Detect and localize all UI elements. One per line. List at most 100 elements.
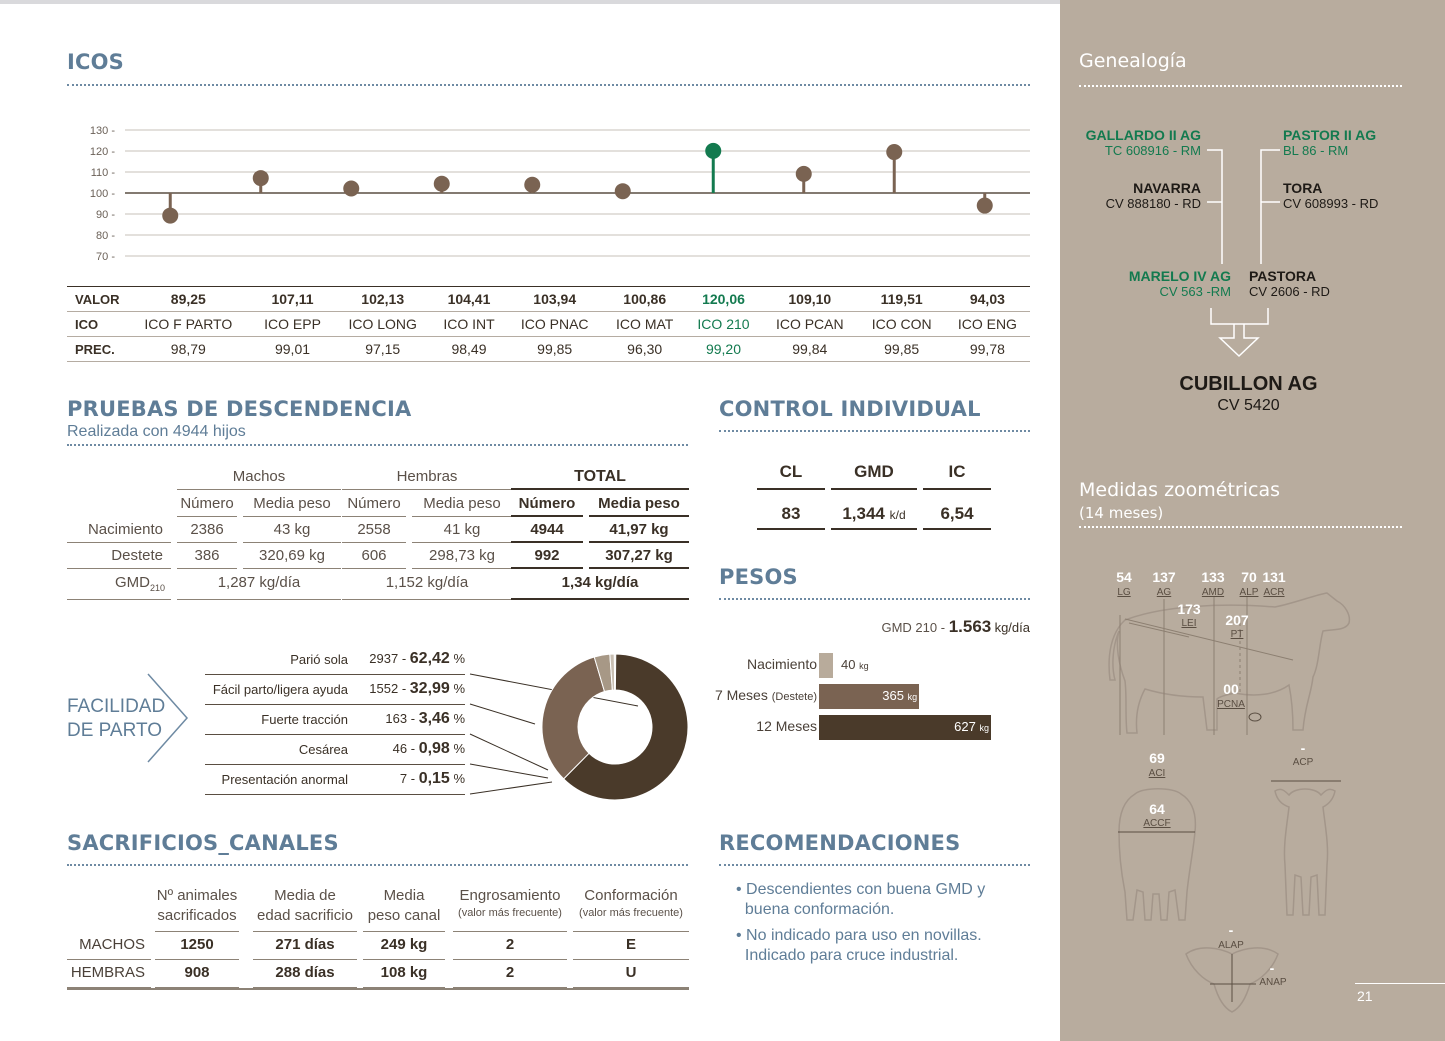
- sacrificios-cell: 108 kg: [363, 964, 445, 988]
- divider: [205, 674, 465, 675]
- pesos-bar-label: 12 Meses: [756, 718, 817, 734]
- row-label-valor: VALOR: [67, 286, 125, 312]
- pesos-bar: [819, 715, 991, 740]
- cell: 320,69 kg: [243, 547, 341, 569]
- sacrificios-cell: 2: [453, 936, 567, 960]
- medidas-subtitle: (14 meses): [1079, 504, 1164, 522]
- sacrificios-row-label: MACHOS: [67, 936, 151, 960]
- measure-value: 207: [1225, 612, 1249, 628]
- animal-name: CUBILLON AG: [1179, 373, 1318, 395]
- pesos-bar-label: 7 Meses (Destete): [714, 687, 817, 703]
- valor-cell: 89,25: [125, 286, 252, 312]
- facilidad-list: Parió sola 2937 - 62,42 % Fácil parto/lige…: [205, 646, 470, 801]
- pesos-bar-value: 40 kg: [841, 657, 869, 672]
- y-tick-label: 90 -: [96, 209, 115, 221]
- measure-key: LG: [1117, 587, 1131, 598]
- lollipop-point: [343, 180, 360, 197]
- sacrificios-cell: U: [573, 964, 689, 988]
- facilidad-label: Presentación anormal: [221, 772, 348, 787]
- page-number: 21: [1357, 988, 1373, 1004]
- pesos-bar: [819, 684, 920, 709]
- valor-cell: 100,86: [603, 286, 686, 312]
- measure-key: PT: [1230, 629, 1244, 640]
- ico-name-cell: ICO PCAN: [761, 311, 859, 337]
- group-hembras: Hembras: [342, 468, 512, 490]
- sire: MARELO IV AG CV 563 -RM: [1128, 268, 1231, 299]
- gmd-total: 1,34 kg/día: [511, 574, 689, 600]
- measure-value: 173: [1177, 601, 1201, 617]
- valor-cell: 109,10: [761, 286, 859, 312]
- cell: 298,73 kg: [412, 547, 512, 569]
- sacrificios-cell: 2: [453, 964, 567, 988]
- sacrificios-table: Nº animales sacrificados Media de edad sacr…: [67, 884, 689, 992]
- bull-front-illustration: [1118, 788, 1197, 921]
- leader-line: [469, 733, 549, 771]
- prec-cell: 97,15: [333, 336, 433, 362]
- valor-cell: 119,51: [858, 286, 945, 312]
- divider: [205, 734, 465, 735]
- sub-peso-hembras: Media peso: [412, 495, 512, 517]
- pesos-bar: [819, 653, 833, 678]
- cell: 606: [342, 547, 406, 569]
- valor-cell: 104,41: [432, 286, 506, 312]
- ico-name-cell: ICO 210: [685, 311, 762, 337]
- measure-value: 54: [1116, 569, 1132, 585]
- facilidad-title-line1: FACILIDAD: [67, 696, 166, 717]
- facilidad-label: Cesárea: [298, 742, 348, 757]
- sacrificios-cell: E: [573, 936, 689, 960]
- icos-divider: [67, 84, 1030, 86]
- measure-value: -: [1269, 960, 1275, 976]
- sacrificios-title: SACRIFICIOS_CANALES: [67, 831, 339, 855]
- sacrificios-row-label: HEMBRAS: [67, 964, 151, 988]
- facilidad-value: 2937 - 62,42 %: [369, 650, 465, 667]
- y-tick-label: 110 -: [91, 167, 116, 179]
- list-item: • No indicado para uso en novillas. Indi…: [736, 927, 982, 964]
- measure-value: 133: [1201, 569, 1225, 585]
- pruebas-table: Machos Hembras TOTAL Número Media peso N…: [67, 466, 689, 606]
- measure-value: 64: [1149, 801, 1165, 817]
- ico-name-cell: ICO ENG: [944, 311, 1030, 337]
- sub-numero-hembras: Número: [342, 495, 406, 517]
- gmd-machos: 1,287 kg/día: [177, 574, 341, 600]
- gf1: NAVARRA CV 888180 - RD: [1105, 180, 1201, 211]
- pesos-title: PESOS: [719, 565, 798, 589]
- genealogia-divider: [1079, 85, 1402, 87]
- icos-title: ICOS: [67, 50, 125, 74]
- lollipop-point: [162, 207, 179, 224]
- measure-key: ACP: [1292, 757, 1314, 768]
- pesos-divider: [719, 598, 1030, 600]
- prec-cell: 99,84: [761, 336, 859, 362]
- control-header-ic: IC: [923, 462, 991, 490]
- valor-cell: 107,11: [251, 286, 334, 312]
- pesos-chart: Nacimiento 40 kg 7 Meses (Destete) 365 kg 12…: [700, 650, 1030, 750]
- ggf2: PASTOR II AG BL 86 - RM: [1283, 127, 1377, 158]
- pesos-bar-label: Nacimiento: [746, 656, 817, 672]
- measure-key: AMD: [1201, 587, 1225, 598]
- facilidad-label: Fuerte tracción: [261, 712, 348, 727]
- prec-cell: 99,20: [685, 336, 762, 362]
- gf2: TORA CV 608993 - RD: [1283, 180, 1379, 211]
- control-title: CONTROL INDIVIDUAL: [719, 397, 981, 421]
- lollipop-point: [614, 183, 631, 200]
- cell: 2386: [177, 521, 237, 543]
- sacrificios-header: Nº animales sacrificados: [155, 886, 239, 932]
- gmd-hembras: 1,152 kg/día: [342, 574, 512, 600]
- y-tick-label: 80 -: [96, 230, 115, 242]
- control-value-cl: 83: [757, 504, 825, 530]
- group-total: TOTAL: [511, 468, 689, 490]
- top-border: [0, 0, 1445, 4]
- divider: [205, 704, 465, 705]
- measure-key: ALP: [1239, 587, 1259, 598]
- cell: 992: [511, 547, 583, 569]
- prec-cell: 98,49: [432, 336, 506, 362]
- bull-rear-illustration: [1271, 780, 1341, 916]
- ico-name-cell: ICO LONG: [333, 311, 433, 337]
- measure-key: LEI: [1181, 618, 1197, 629]
- icos-chart: 130 - 120 - 110 - 100 - 90 - 80 - 70 -: [90, 125, 1030, 263]
- facilidad-value: 46 - 0,98 %: [392, 740, 465, 757]
- measure-value: 131: [1262, 569, 1286, 585]
- row-destete-label: Destete: [67, 547, 171, 569]
- control-divider: [719, 430, 1030, 432]
- prec-cell: 96,30: [603, 336, 686, 362]
- valor-cell: 120,06: [685, 286, 762, 312]
